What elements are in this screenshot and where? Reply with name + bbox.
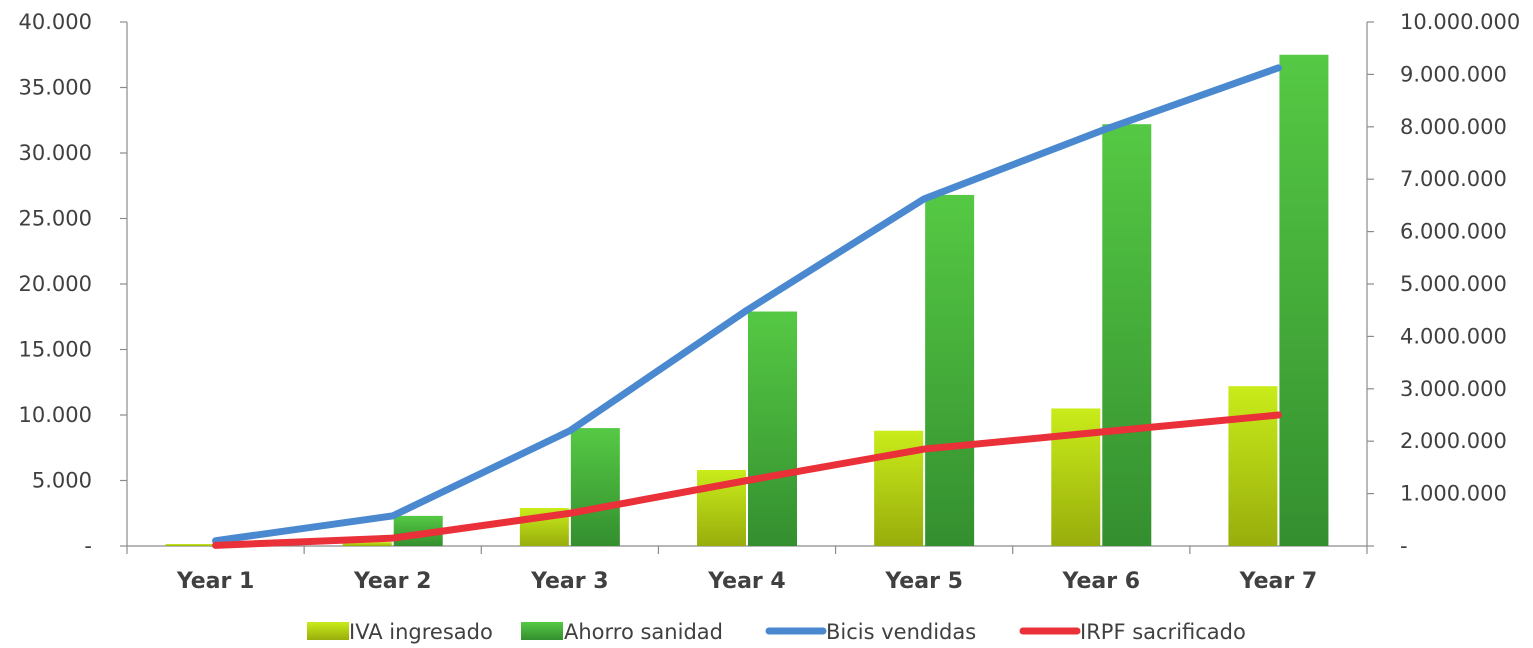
x-tick-label: Year 4	[707, 569, 786, 594]
line-series	[212, 64, 1282, 549]
left-y-axis: - 5.000 10.000 15.000 20.000 25.000 30.000 35.0…	[19, 10, 128, 558]
x-tick-label: Year 5	[884, 569, 963, 594]
bar-ahorro-sanidad	[570, 428, 620, 546]
legend-label-irpf-sacrificado: IRPF sacrificado	[1080, 620, 1246, 644]
x-tick-label: Year 7	[1239, 569, 1318, 594]
right-tick-label: 6.000.000	[1400, 220, 1507, 244]
left-tick-label: 10.000	[19, 403, 92, 427]
bar-ahorro-sanidad	[1102, 124, 1152, 547]
right-tick-label: 5.000.000	[1400, 272, 1507, 296]
left-tick-label: 25.000	[19, 207, 92, 231]
x-tick-label: Year 3	[530, 569, 609, 594]
bar-iva-ingresado	[1051, 408, 1101, 546]
x-tick-label: Year 2	[353, 569, 432, 594]
bar-ahorro-sanidad	[925, 194, 975, 547]
left-tick-label: 35.000	[19, 76, 92, 100]
right-tick-label: 8.000.000	[1400, 115, 1507, 139]
x-axis: Year 1 Year 2 Year 3 Year 4 Year 5 Year 6 Year…	[126, 545, 1368, 594]
legend-label-ahorro-sanidad: Ahorro sanidad	[564, 620, 723, 644]
legend-label-iva-ingresado: IVA ingresado	[349, 620, 493, 644]
bar-iva-ingresado	[342, 542, 392, 546]
left-tick-label: 15.000	[19, 338, 92, 362]
bar-ahorro-sanidad	[1279, 54, 1329, 546]
right-tick-label: 9.000.000	[1400, 62, 1507, 86]
bar-iva-ingresado	[1228, 386, 1278, 546]
right-y-axis: - 1.000.000 2.000.000 3.000.000 4.000.000 5.0…	[1366, 10, 1520, 558]
x-tick-label: Year 1	[176, 569, 255, 594]
right-tick-label: 1.000.000	[1400, 482, 1507, 506]
right-tick-label: 2.000.000	[1400, 429, 1507, 453]
left-tick-label: 5.000	[32, 469, 92, 493]
right-tick-label: 4.000.000	[1400, 324, 1507, 348]
left-tick-label: -	[84, 534, 92, 558]
legend-swatch-iva-ingresado	[307, 622, 349, 640]
right-tick-label: 3.000.000	[1400, 377, 1507, 401]
legend: IVA ingresado Ahorro sanidad Bicis vendida…	[307, 620, 1246, 644]
bar-ahorro-sanidad	[748, 311, 797, 546]
left-tick-label: 20.000	[19, 272, 92, 296]
legend-swatch-ahorro-sanidad	[521, 622, 563, 640]
bar-iva-ingresado	[165, 544, 215, 546]
bar-series	[165, 54, 1329, 547]
left-tick-label: 30.000	[19, 141, 92, 165]
right-tick-label: 7.000.000	[1400, 167, 1507, 191]
right-tick-label: 10.000.000	[1400, 10, 1520, 34]
legend-label-bicis-vendidas: Bicis vendidas	[826, 620, 976, 644]
right-tick-label: -	[1400, 534, 1408, 558]
x-tick-label: Year 6	[1062, 569, 1141, 594]
left-tick-label: 40.000	[19, 10, 92, 34]
